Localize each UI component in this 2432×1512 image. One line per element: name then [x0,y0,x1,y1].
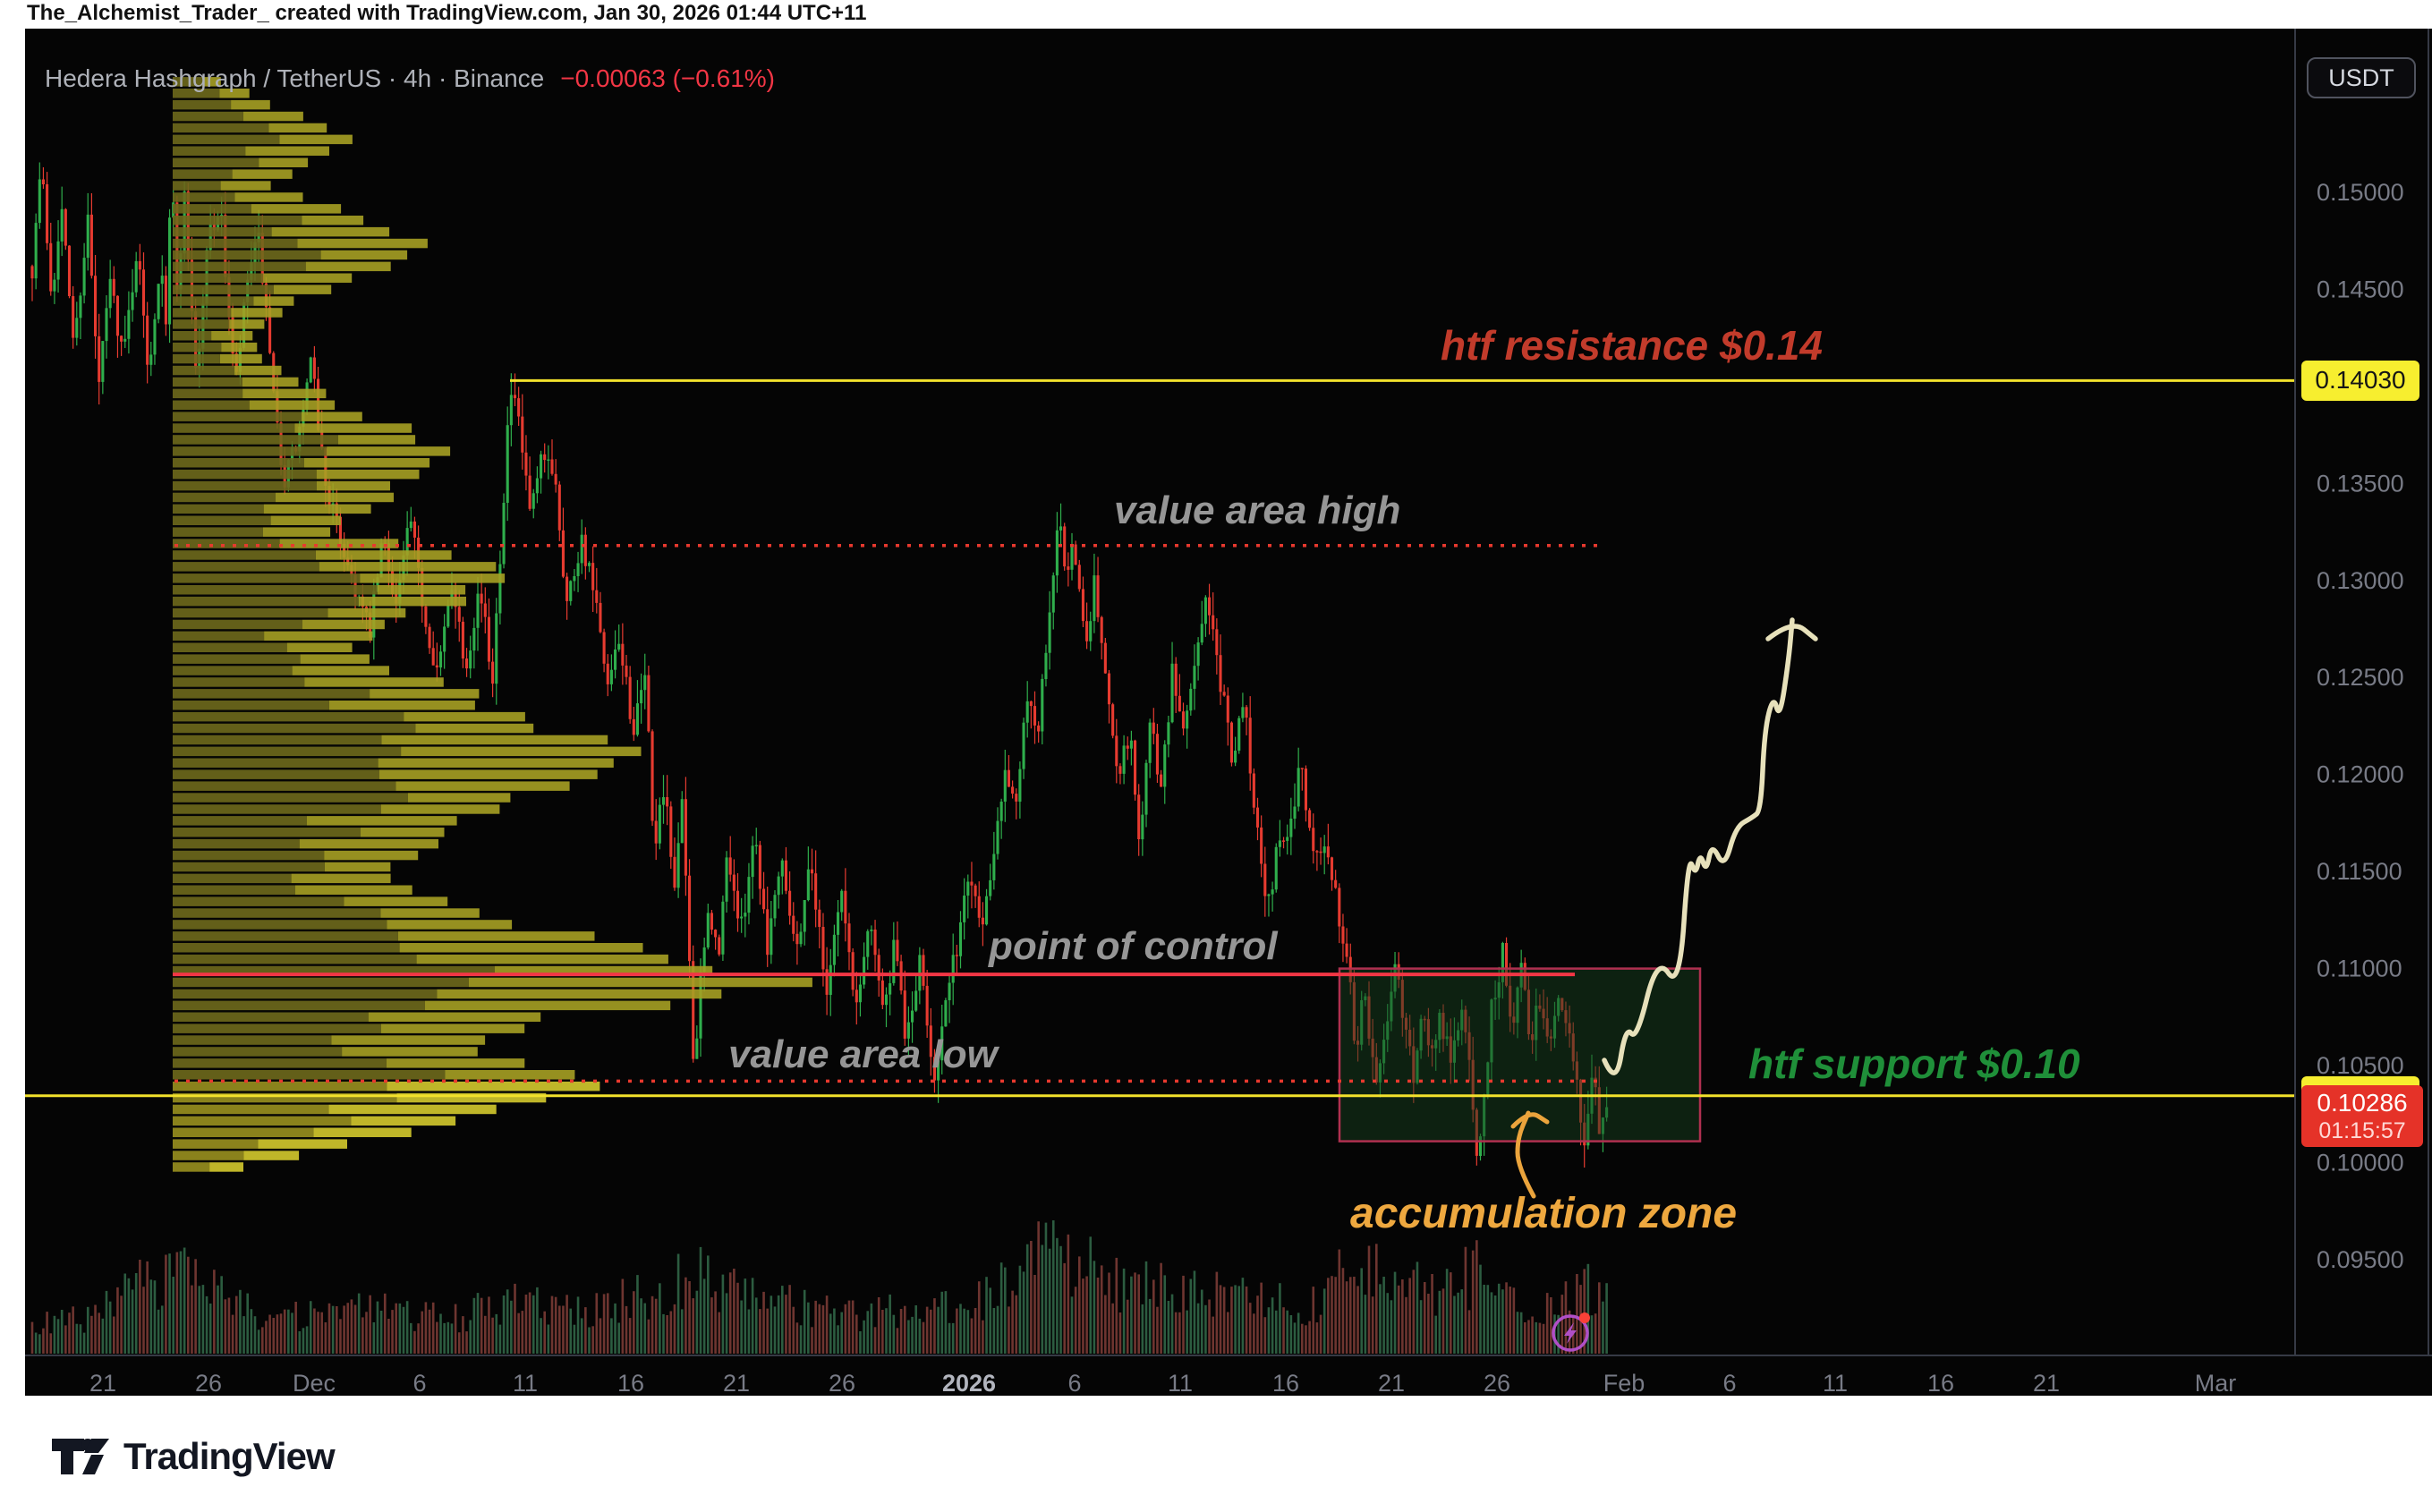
price-axis-tick: 0.13500 [2317,470,2404,497]
price-axis-tick: 0.10500 [2317,1052,2404,1079]
time-axis-tick: 26 [195,1370,222,1396]
axes-layer: 0.15000 0.14500 0.13500 0.13000 0.12500 0.120… [25,29,2432,1397]
time-axis-tick: 26 [829,1370,855,1396]
time-axis-tick: 11 [1823,1370,1848,1396]
time-axis-tick: Mar [2195,1370,2237,1396]
time-axis-tick: 16 [1272,1370,1299,1396]
tradingview-logo-icon [52,1439,109,1474]
time-axis-tick: 21 [723,1370,750,1396]
currency-toggle-button[interactable]: USDT [2307,57,2416,98]
time-axis-tick: 2026 [942,1370,996,1396]
candles-layer [30,162,1609,1168]
projection-arrow [1602,617,1795,1075]
annotation-text: htf support $0.10 [1748,1041,2080,1087]
volume-profile-layer [173,77,812,1172]
last-price-label: 0.10286 01:15:57 [2301,1085,2423,1148]
time-axis-tick: 11 [1168,1370,1193,1396]
annotation-text: accumulation zone [1350,1190,1737,1237]
time-axis-tick: 6 [1067,1370,1081,1396]
price-axis-tick: 0.12000 [2317,761,2404,788]
watermark-header: The_Alchemist_Trader_ created with Tradi… [0,0,2432,29]
annotation-text: value area high [1114,488,1400,532]
symbol-title[interactable]: Hedera Hashgraph / TetherUS · 4h · Binan… [45,64,545,92]
resistance-price-label: 0.14030 [2301,361,2419,401]
levels-layer [25,378,2295,1142]
price-axis-tick: 0.09500 [2317,1246,2404,1273]
price-axis-tick: 0.15000 [2317,179,2404,206]
annotation-text: value area low [728,1032,1000,1076]
price-change: −0.00063 (−0.61%) [560,64,775,92]
time-axis-tick: 21 [2033,1370,2060,1396]
tradingview-logo: TradingView [52,1435,336,1478]
symbol-line[interactable]: Hedera Hashgraph / TetherUS · 4h · Binan… [45,64,775,93]
projection-arrow-head [1765,624,1818,641]
chart-surface[interactable]: htf resistance $0.14 value area high point… [25,29,2432,1397]
time-axis-tick: Dec [293,1370,336,1396]
magic-icon[interactable] [1552,1312,1590,1352]
time-axis-tick: Feb [1603,1370,1645,1396]
price-axis-tick: 0.13000 [2317,567,2404,594]
time-axis-tick: 11 [513,1370,538,1396]
volume-histogram-layer [30,1220,1608,1354]
price-axis-tick: 0.14500 [2317,276,2404,303]
price-axis-tick: 0.11000 [2317,956,2402,982]
bar-countdown: 01:15:57 [2318,1117,2406,1143]
price-axis-tick: 0.10000 [2317,1150,2404,1176]
time-axis-tick: 6 [412,1370,426,1396]
drawings-layer: htf resistance $0.14 value area high point… [728,322,2080,1352]
watermark-title: The_Alchemist_Trader_ created with Tradi… [27,1,867,25]
time-axis-tick: 16 [1927,1370,1954,1396]
time-axis-tick: 21 [89,1370,116,1396]
time-axis-tick: 21 [1378,1370,1405,1396]
pointer-arrow-head [1510,1112,1550,1129]
time-axis-tick: 26 [1484,1370,1510,1396]
time-axis-tick: 6 [1722,1370,1736,1396]
annotation-text: point of control [988,924,1278,968]
last-price-value: 0.10286 [2317,1089,2408,1117]
price-axis-tick: 0.12500 [2317,664,2404,691]
annotation-text: htf resistance $0.14 [1441,322,1823,369]
price-axis-tick: 0.11500 [2317,858,2402,885]
chart-panel: htf resistance $0.14 value area high point… [25,29,2432,1397]
footer: TradingView [0,1396,2432,1512]
time-axis-tick: 16 [617,1370,644,1396]
tradingview-logo-text: TradingView [123,1435,336,1477]
pointer-arrow [1515,1110,1536,1199]
